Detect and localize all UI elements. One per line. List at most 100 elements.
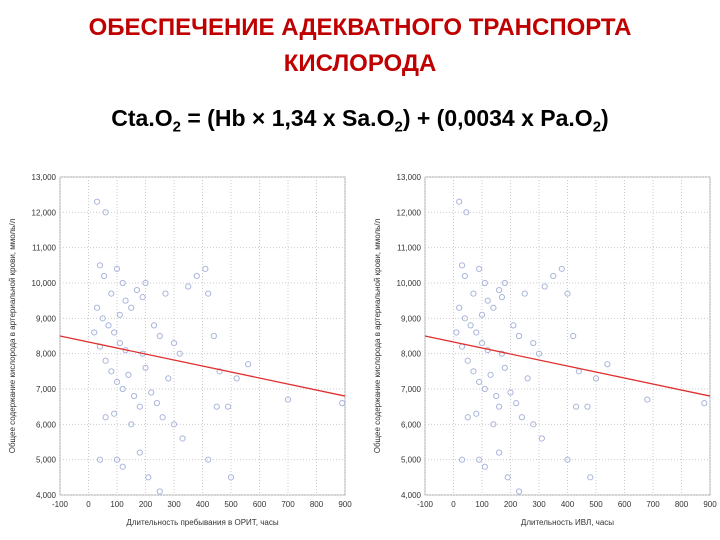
y-tick-label: 11,000 (397, 244, 421, 253)
y-axis-label: Общее содержание кислорода в артериально… (373, 218, 382, 453)
point (456, 304, 463, 311)
point (458, 456, 466, 463)
point (496, 403, 503, 410)
point (150, 322, 158, 329)
x-tick-label: 800 (675, 500, 689, 509)
x-tick-label: 500 (589, 500, 603, 509)
point (225, 403, 232, 410)
point (518, 414, 526, 421)
x-tick-label: 100 (110, 500, 124, 509)
point (513, 400, 520, 407)
x-tick-label: 700 (281, 500, 295, 509)
point (584, 403, 591, 410)
point (493, 392, 500, 400)
point (142, 364, 149, 371)
point (176, 350, 183, 357)
point (587, 474, 594, 481)
point (501, 279, 508, 287)
x-tick-label: 400 (196, 500, 210, 509)
point (170, 421, 178, 428)
x-tick-label: 400 (561, 500, 575, 509)
point (464, 357, 471, 364)
point (592, 375, 600, 382)
point (524, 375, 531, 382)
point (481, 385, 488, 393)
point (131, 392, 138, 400)
point (487, 371, 494, 378)
x-tick-label: 200 (139, 500, 153, 509)
point (558, 265, 565, 272)
point (461, 272, 468, 280)
x-tick-label: -100 (417, 500, 434, 509)
y-tick-label: 7,000 (36, 385, 57, 394)
point (467, 322, 474, 329)
title-line: КИСЛОРОДА (283, 50, 437, 77)
point (93, 198, 101, 205)
x-axis-label: Длительность ИВЛ, часы (521, 518, 614, 527)
point (102, 209, 109, 216)
point (116, 311, 123, 318)
point (133, 286, 141, 294)
point (111, 410, 118, 417)
point (564, 456, 571, 463)
point (156, 332, 163, 340)
point (484, 297, 491, 304)
point (470, 290, 477, 297)
point (464, 414, 471, 421)
point (96, 262, 104, 269)
point (136, 449, 143, 456)
point (156, 488, 163, 495)
point (142, 279, 149, 287)
point (205, 290, 212, 297)
point (101, 272, 108, 280)
point (122, 297, 129, 304)
point (136, 403, 143, 410)
point (521, 290, 528, 297)
point (461, 315, 468, 322)
point (233, 375, 240, 382)
point (458, 262, 466, 269)
point (210, 332, 217, 340)
y-tick-label: 9,000 (36, 314, 57, 323)
point (478, 339, 486, 347)
point (463, 209, 470, 216)
point (504, 474, 511, 481)
point (179, 435, 186, 442)
point (339, 400, 346, 407)
point (538, 435, 545, 442)
y-tick-label: 10,000 (397, 279, 422, 288)
point (541, 283, 548, 290)
point (153, 400, 160, 407)
x-axis-label: Длительность пребывания в ОРИТ, часы (126, 518, 278, 527)
x-tick-label: 900 (703, 500, 717, 509)
y-tick-label: 5,000 (36, 456, 57, 465)
y-tick-label: 4,000 (36, 491, 57, 500)
point (102, 357, 109, 364)
y-tick-label: 10,000 (32, 279, 57, 288)
x-tick-label: 100 (475, 500, 489, 509)
point (128, 421, 135, 428)
point (284, 396, 292, 403)
point (535, 350, 543, 357)
x-tick-label: 900 (338, 500, 352, 509)
y-tick-label: 6,000 (401, 420, 422, 429)
formula-subscript: 2 (172, 118, 181, 136)
point (193, 272, 200, 280)
point (113, 456, 121, 463)
x-tick-label: -100 (52, 500, 69, 509)
point (119, 385, 126, 393)
point (213, 403, 220, 410)
x-tick-label: 800 (310, 500, 324, 509)
point (453, 329, 460, 336)
x-tick-label: 300 (167, 500, 181, 509)
point (478, 311, 486, 318)
x-tick-label: 300 (532, 500, 546, 509)
point (510, 322, 517, 329)
point (128, 304, 135, 311)
formula-part: = (Hb × 1,34 x Sa.O (180, 105, 395, 131)
point (119, 463, 126, 470)
point (470, 368, 477, 375)
point (185, 283, 192, 290)
x-tick-label: 600 (618, 500, 632, 509)
point (701, 400, 708, 407)
